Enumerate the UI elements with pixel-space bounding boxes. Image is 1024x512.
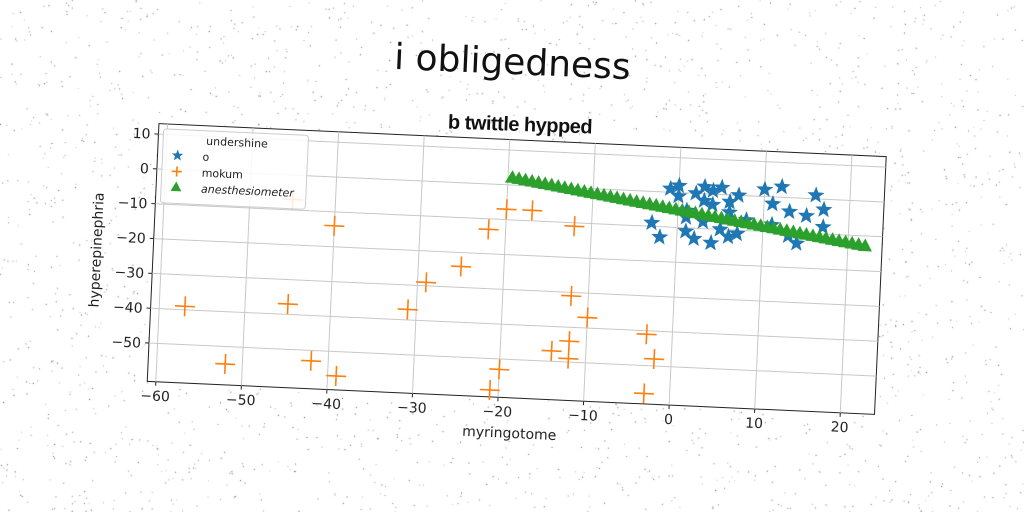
o-point (687, 184, 705, 201)
x-axis-label: myringotome (462, 424, 557, 444)
mokum-point (397, 299, 418, 320)
x-tick-label: −50 (226, 392, 256, 409)
y-gridline (153, 238, 882, 273)
x-tick-label: −40 (311, 396, 341, 413)
anesthesiometer-point (857, 238, 872, 252)
legend-item-anesthesiometer: anesthesiometer (170, 181, 296, 200)
o-point (730, 186, 748, 203)
o-point (721, 192, 739, 210)
mokum-point (496, 199, 517, 220)
o-point (695, 191, 713, 209)
y-gridline (150, 307, 878, 342)
o-point (713, 178, 731, 196)
o-point (711, 220, 729, 237)
mokum-point (489, 359, 510, 380)
o-point (797, 206, 816, 224)
o-point (685, 229, 703, 247)
mokum-point (174, 296, 195, 317)
o-point (814, 218, 832, 235)
mokum-point (644, 348, 665, 370)
mokum-point (324, 215, 345, 236)
o-point (643, 213, 661, 231)
series-anesthesiometer (504, 170, 872, 252)
o-point (728, 224, 746, 242)
x-gridline (754, 151, 767, 409)
mokum-point (561, 285, 582, 306)
o-point (696, 177, 714, 195)
o-point (661, 179, 680, 197)
o-point (651, 228, 669, 245)
y-tick-label: −30 (114, 265, 144, 282)
mokum-point (277, 293, 298, 315)
o-point (720, 203, 739, 220)
y-tick-label: −40 (113, 300, 143, 317)
x-tick-label: −10 (568, 408, 598, 425)
mokum-point (478, 219, 499, 240)
mokum-point (215, 353, 236, 374)
mokum-point (577, 307, 598, 328)
x-gridline (411, 135, 425, 394)
o-point (807, 186, 825, 203)
o-point (670, 187, 688, 204)
mokum-point (479, 379, 500, 400)
mokum-point (564, 216, 585, 237)
legend-item-mokum: mokum (171, 166, 243, 182)
y-tick-label: 10 (132, 126, 151, 143)
o-point (773, 177, 791, 195)
y-axis-label: hyperepinephria (87, 192, 108, 308)
x-tick-label: 10 (745, 416, 764, 433)
x-tick-label: 0 (664, 412, 674, 428)
y-tick-label: −20 (116, 230, 146, 247)
y-tick-label: 0 (140, 161, 150, 177)
o-point (815, 200, 833, 218)
o-point (764, 194, 782, 212)
data-marks (174, 170, 872, 404)
mokum-point (522, 200, 543, 221)
o-point (788, 234, 806, 251)
grid (144, 124, 886, 417)
o-point (756, 180, 774, 198)
mokum-point (636, 324, 657, 345)
legend-label: o (202, 151, 210, 164)
o-point (670, 176, 688, 194)
legend-label: mokum (201, 167, 243, 182)
legend-label: anesthesiometer (201, 183, 296, 200)
mokum-point (541, 340, 562, 361)
legend-item-o: o (171, 149, 210, 164)
o-point (704, 181, 722, 199)
mokum-point (633, 383, 654, 404)
x-tick-label: −60 (140, 388, 170, 405)
o-point (780, 202, 799, 220)
mokum-point (301, 350, 322, 371)
legend-marker (171, 149, 184, 161)
tick-labels: −60 −50 −40 −30 −20 −10 0 10 20 −50 −40 −30 −20 −10 0 1… (111, 126, 849, 436)
legend-title: undershine (206, 135, 268, 151)
y-tick-label: −50 (111, 334, 141, 351)
o-point (677, 222, 695, 239)
o-point (719, 227, 737, 245)
o-point (694, 212, 712, 230)
x-gridline (839, 155, 853, 413)
x-gridline (326, 131, 340, 390)
y-tick-label: −10 (117, 195, 147, 212)
x-tick-label: 20 (830, 419, 849, 436)
x-gridline (583, 143, 596, 402)
y-gridline (148, 342, 877, 377)
x-tick-label: −20 (482, 404, 512, 421)
mokum-point (558, 348, 579, 369)
plot-area (146, 123, 887, 415)
y-gridline (152, 272, 880, 307)
o-point (702, 233, 720, 251)
mokum-point (559, 331, 580, 352)
legend-marker (170, 181, 182, 192)
mokum-point (451, 256, 472, 277)
mokum-point (326, 365, 347, 387)
legend-marker (171, 166, 182, 177)
o-point (704, 195, 722, 213)
mokum-point (416, 272, 437, 293)
x-tick-label: −30 (397, 400, 427, 417)
